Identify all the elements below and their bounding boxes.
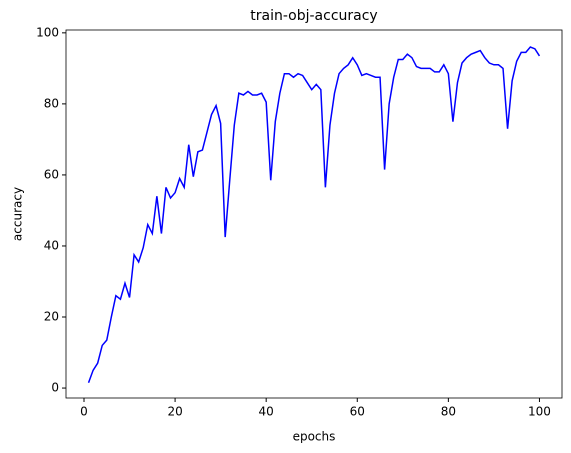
x-tick-label: 40 xyxy=(259,405,274,419)
y-tick-label: 40 xyxy=(44,238,59,252)
x-tick-label: 100 xyxy=(528,405,551,419)
y-tick-label: 60 xyxy=(44,167,59,181)
x-tick-label: 60 xyxy=(350,405,365,419)
x-tick-label: 0 xyxy=(80,405,88,419)
x-tick-label: 20 xyxy=(167,405,182,419)
y-tick-label: 20 xyxy=(44,310,59,324)
y-tick-label: 100 xyxy=(36,25,59,39)
x-tick-label: 80 xyxy=(441,405,456,419)
y-tick-label: 0 xyxy=(51,381,59,395)
chart-title: train-obj-accuracy xyxy=(250,8,377,24)
plot-frame xyxy=(65,29,563,399)
x-axis-label: epochs xyxy=(293,430,336,444)
y-tick-label: 80 xyxy=(44,96,59,110)
y-axis-label: accuracy xyxy=(11,187,25,241)
data-line xyxy=(87,46,541,383)
